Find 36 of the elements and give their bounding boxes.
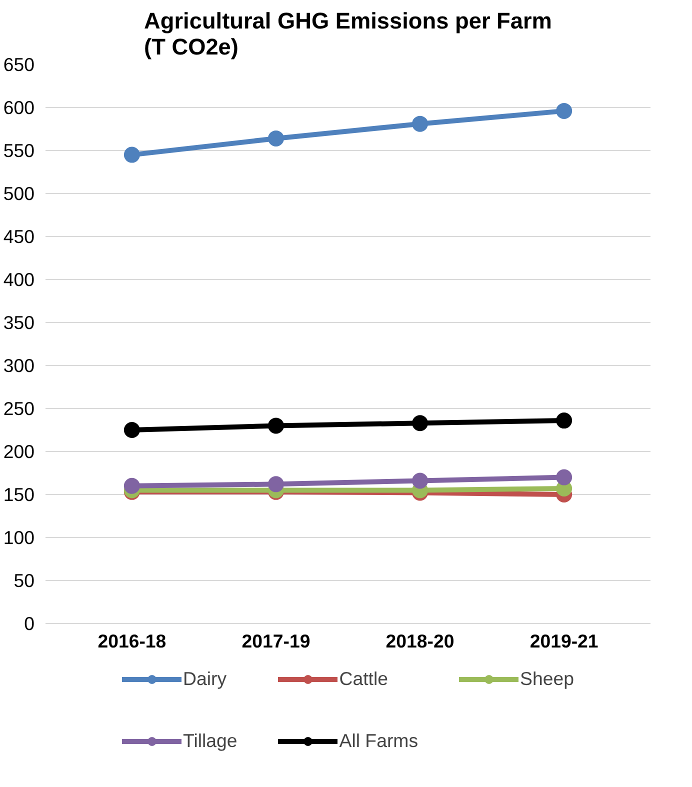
- y-tick-label: 500: [3, 183, 35, 204]
- point: [556, 412, 572, 429]
- y-tick-label: 0: [24, 613, 35, 634]
- y-tick-label: 300: [3, 355, 35, 376]
- legend-label: Tillage: [183, 730, 238, 752]
- x-tick-label: 2016-18: [98, 630, 166, 652]
- point: [124, 422, 140, 438]
- legend-label: Dairy: [183, 668, 227, 690]
- y-tick-label: 450: [3, 226, 35, 247]
- x-tick-label: 2018-20: [386, 630, 454, 652]
- legend-label: Sheep: [520, 668, 574, 690]
- chart-title: Agricultural GHG Emissions per Farm (T CO2e): [144, 8, 552, 60]
- y-tick-label: 600: [3, 97, 35, 118]
- point: [412, 116, 428, 132]
- point: [268, 130, 284, 146]
- x-tick-label: 2019-21: [530, 630, 598, 652]
- x-tick-label: 2017-19: [242, 630, 310, 652]
- y-tick-label: 150: [3, 484, 35, 505]
- y-tick-label: 400: [3, 269, 35, 290]
- y-tick-label: 550: [3, 140, 35, 161]
- point: [124, 146, 140, 163]
- y-tick-label: 50: [14, 570, 35, 591]
- legend-label: All Farms: [339, 730, 418, 752]
- point: [268, 476, 284, 492]
- legend-label: Cattle: [339, 668, 388, 690]
- y-tick-label: 100: [3, 527, 35, 548]
- point: [412, 472, 428, 489]
- point: [412, 415, 428, 432]
- point: [556, 102, 572, 119]
- y-tick-label: 650: [3, 54, 35, 75]
- y-tick-label: 250: [3, 398, 35, 419]
- point: [268, 418, 284, 434]
- y-tick-label: 200: [3, 441, 35, 462]
- y-tick-label: 350: [3, 312, 35, 333]
- point: [556, 469, 572, 486]
- point: [124, 478, 140, 494]
